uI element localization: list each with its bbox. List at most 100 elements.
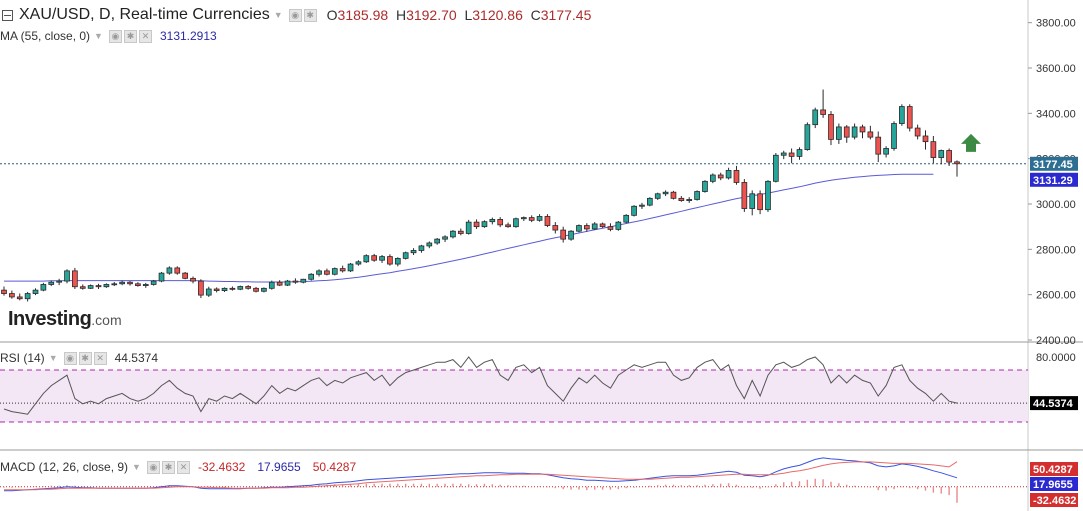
- candle: [710, 173, 716, 184]
- candle: [938, 149, 945, 165]
- candle: [64, 269, 70, 284]
- candle-up: [166, 267, 173, 274]
- candle: [560, 226, 567, 243]
- candle-up: [686, 199, 693, 201]
- macd-label[interactable]: MACD (12, 26, close, 9): [0, 460, 129, 474]
- candle: [804, 122, 811, 151]
- rsi-label[interactable]: RSI (14): [0, 351, 45, 365]
- candle: [828, 111, 834, 146]
- candle-down: [820, 109, 826, 115]
- eye-icon[interactable]: ◉: [108, 29, 122, 43]
- candle-down: [552, 225, 559, 231]
- price-tick-label: 2800.00: [1036, 244, 1076, 256]
- candle: [16, 293, 23, 301]
- candle-down: [213, 288, 220, 291]
- candle-up: [56, 280, 62, 283]
- candle: [40, 282, 47, 292]
- candle-up: [773, 154, 779, 182]
- gear-icon[interactable]: ✱: [123, 29, 137, 43]
- candle: [623, 214, 630, 224]
- candle-up: [489, 219, 496, 223]
- candle-down: [788, 152, 795, 157]
- chevron-down-icon[interactable]: ▼: [48, 353, 58, 363]
- close-icon[interactable]: ✕: [138, 29, 152, 43]
- candle: [142, 282, 149, 288]
- eye-icon[interactable]: ◉: [63, 351, 77, 365]
- eye-icon[interactable]: ◉: [146, 460, 160, 474]
- candle-up: [725, 170, 732, 179]
- candle: [568, 230, 574, 241]
- candle: [780, 150, 787, 160]
- candle: [135, 282, 141, 287]
- macd-value-label: 17.9655: [1033, 479, 1073, 491]
- chevron-down-icon[interactable]: ▼: [273, 10, 283, 20]
- candle-up: [316, 270, 322, 275]
- candle-up: [355, 261, 362, 265]
- ma-label[interactable]: MA (55, close, 0): [0, 29, 91, 43]
- candle-down: [497, 219, 504, 226]
- candle-up: [442, 236, 448, 240]
- candle: [662, 190, 669, 197]
- gear-icon[interactable]: ✱: [78, 351, 92, 365]
- main-legend: XAU/USD, D, Real-time Currencies ▼ ◉ ✱ O…: [0, 6, 591, 24]
- close-icon[interactable]: ✕: [93, 351, 107, 365]
- price-tick-label: 2400.00: [1036, 335, 1076, 347]
- collapse-icon[interactable]: [2, 9, 13, 21]
- close-icon[interactable]: ✕: [176, 460, 190, 474]
- signal-value: 50.4287: [312, 460, 357, 474]
- candle: [599, 222, 606, 228]
- candle: [308, 273, 315, 281]
- candle-up: [780, 152, 787, 156]
- candle: [324, 268, 330, 276]
- candle-down: [757, 193, 763, 211]
- candle: [954, 160, 960, 177]
- candle-up: [654, 193, 661, 199]
- candle-up: [103, 284, 110, 288]
- candle-up: [765, 180, 771, 211]
- candle: [843, 125, 850, 143]
- eye-icon[interactable]: ◉: [288, 8, 302, 22]
- gear-icon[interactable]: ✱: [161, 460, 175, 474]
- candle-up: [434, 238, 441, 244]
- candle: [150, 279, 157, 286]
- candle: [899, 104, 905, 126]
- candle: [583, 223, 590, 232]
- gear-icon[interactable]: ✱: [303, 8, 317, 22]
- candle-down: [828, 114, 834, 140]
- candle: [292, 278, 299, 284]
- candle: [922, 130, 929, 150]
- macd-value-label: 50.4287: [1033, 464, 1073, 476]
- chevron-down-icon[interactable]: ▼: [94, 31, 103, 41]
- chevron-down-icon[interactable]: ▼: [132, 462, 141, 472]
- candle-up: [938, 150, 945, 158]
- candle-down: [583, 225, 590, 230]
- candle-up: [347, 263, 354, 272]
- candle-down: [733, 170, 740, 183]
- candle: [678, 196, 685, 202]
- candle: [457, 228, 464, 236]
- macd-value: 17.9655: [257, 460, 301, 474]
- rsi-tick-label: 80.0000: [1036, 352, 1076, 364]
- symbol-title[interactable]: XAU/USD, D, Real-time Currencies: [19, 6, 270, 23]
- candle: [646, 197, 653, 207]
- price-tick-label: 2600.00: [1036, 290, 1076, 302]
- high-value: 3192.70: [406, 7, 457, 23]
- candle-down: [339, 268, 346, 272]
- candle: [615, 221, 622, 231]
- candle-down: [867, 131, 874, 138]
- candle: [914, 124, 921, 140]
- rsi-band: [0, 370, 1028, 422]
- candle-up: [410, 250, 417, 254]
- candle: [686, 197, 693, 203]
- candle-down: [457, 230, 464, 234]
- price-tick-label: 3400.00: [1036, 108, 1076, 120]
- candle-down: [859, 126, 866, 133]
- candle-up: [426, 242, 433, 247]
- candle: [702, 180, 708, 193]
- candle-down: [292, 280, 299, 283]
- candle: [536, 214, 543, 222]
- price-tick-label: 3800.00: [1036, 18, 1076, 30]
- investing-logo: Investing.com: [8, 308, 122, 330]
- rsi-value-label: 44.5374: [1033, 398, 1074, 410]
